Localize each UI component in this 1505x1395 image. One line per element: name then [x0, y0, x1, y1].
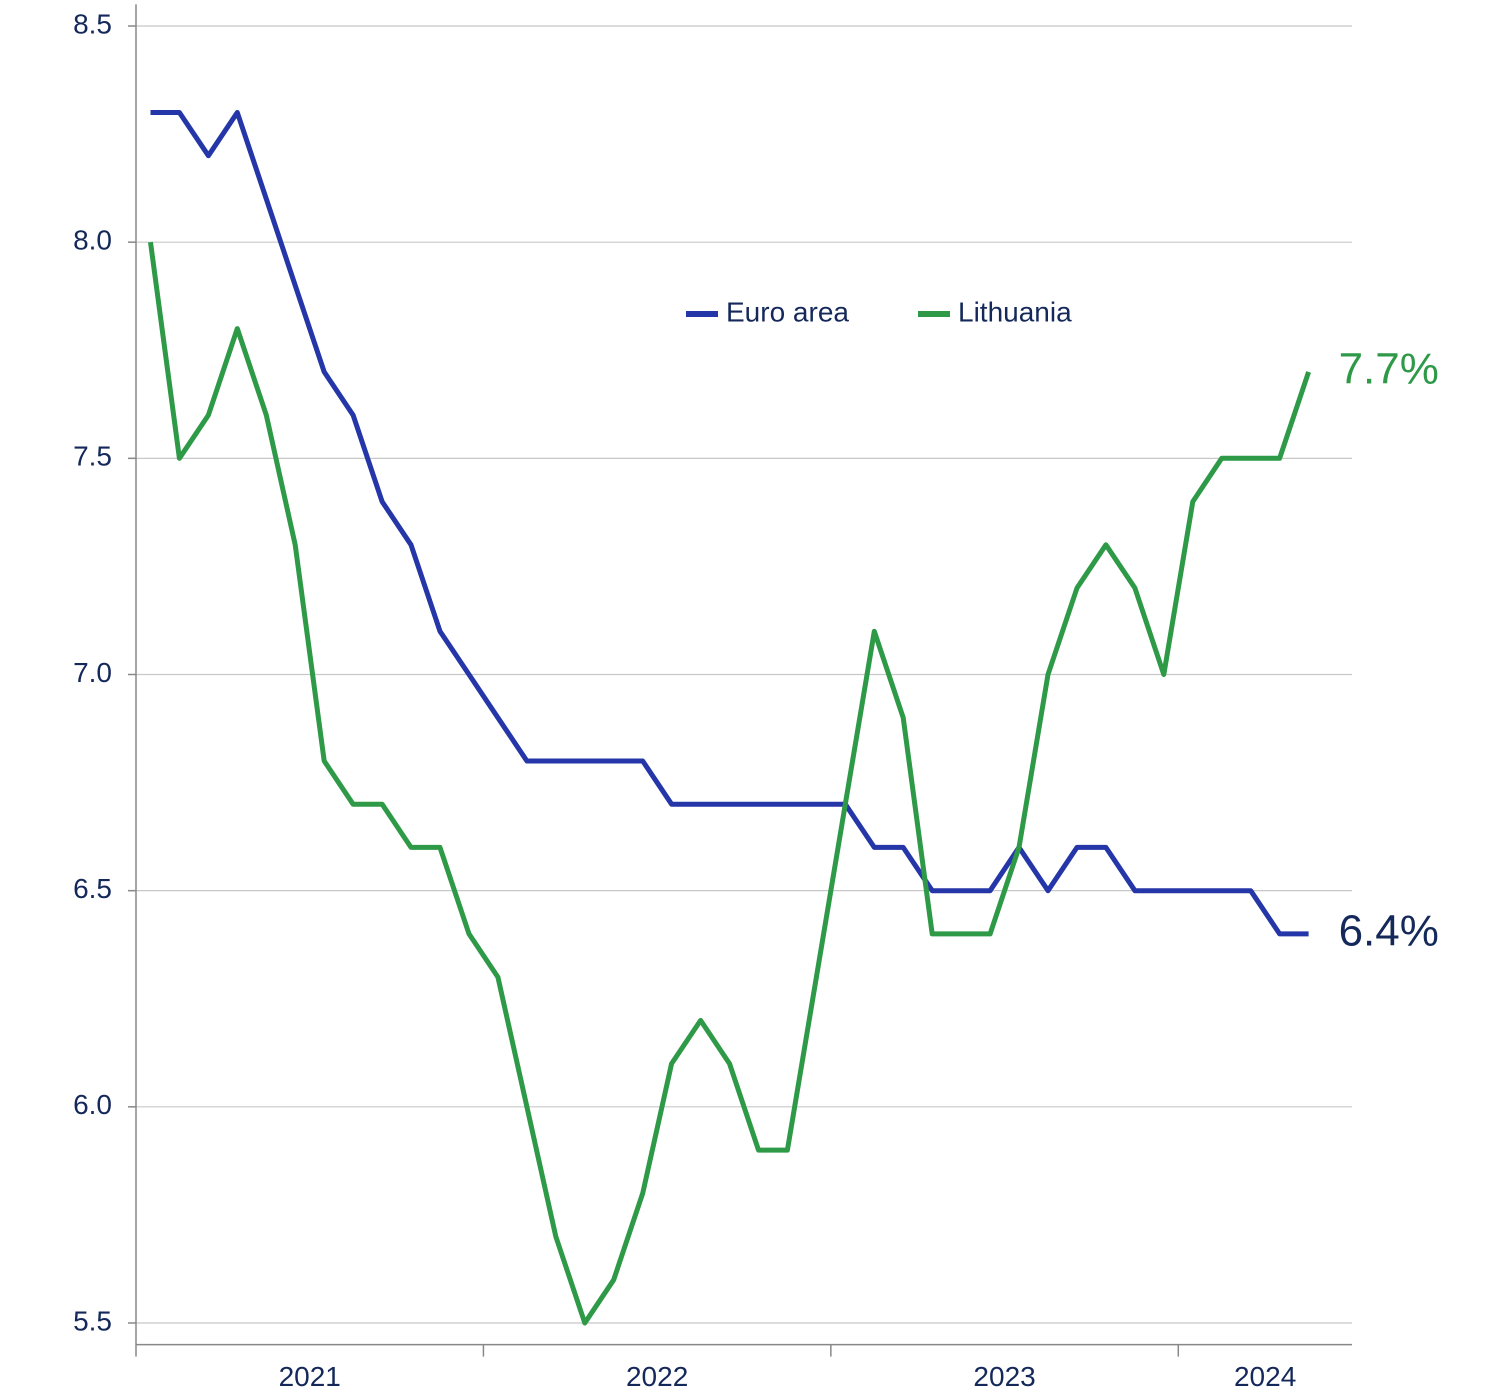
x-tick-label: 2023 — [973, 1361, 1035, 1392]
y-tick-label: 6.0 — [73, 1089, 112, 1120]
x-tick-label: 2024 — [1234, 1361, 1296, 1392]
legend-label: Euro area — [726, 296, 849, 327]
series-line — [150, 110, 1309, 937]
series-line — [148, 241, 1311, 1326]
end-label: 7.7% — [1339, 344, 1439, 393]
x-tick-label: 2022 — [626, 1361, 688, 1392]
y-tick-label: 8.5 — [73, 8, 112, 39]
y-tick-label: 5.5 — [73, 1305, 112, 1336]
end-label: 6.4% — [1339, 907, 1439, 956]
y-tick-label: 7.0 — [73, 657, 112, 688]
y-tick-label: 8.0 — [73, 225, 112, 256]
y-tick-label: 7.5 — [73, 441, 112, 472]
y-tick-label: 6.5 — [73, 873, 112, 904]
legend-label: Lithuania — [958, 296, 1072, 327]
x-tick-label: 2021 — [279, 1361, 341, 1392]
